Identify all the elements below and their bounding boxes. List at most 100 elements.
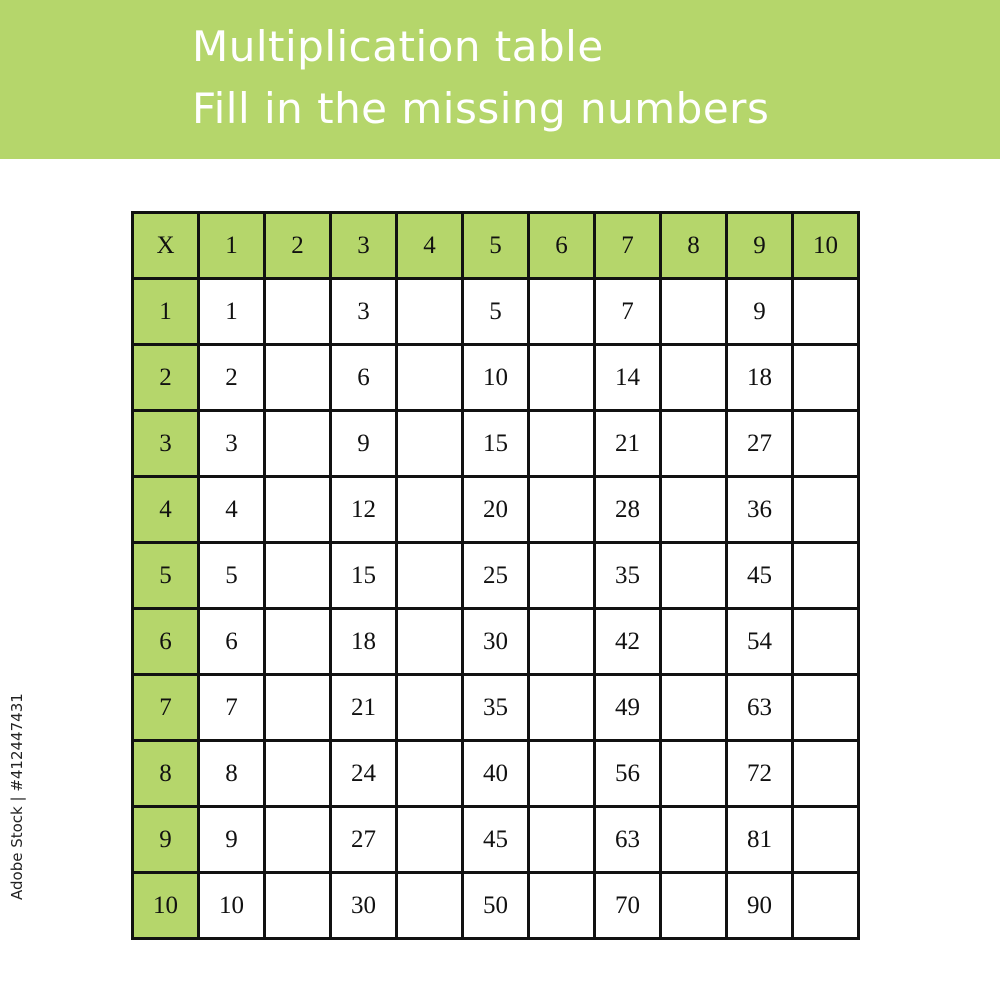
blank-cell[interactable] bbox=[791, 607, 860, 676]
blank-cell[interactable] bbox=[263, 541, 332, 610]
header-band: Multiplication table Fill in the missing… bbox=[0, 0, 1000, 159]
product-cell: 70 bbox=[593, 871, 662, 940]
blank-cell[interactable] bbox=[791, 805, 860, 874]
blank-cell[interactable] bbox=[263, 805, 332, 874]
product-cell: 8 bbox=[197, 739, 266, 808]
product-cell: 12 bbox=[329, 475, 398, 544]
blank-cell[interactable] bbox=[395, 475, 464, 544]
column-header: 7 bbox=[593, 211, 662, 280]
row-header: 4 bbox=[131, 475, 200, 544]
blank-cell[interactable] bbox=[659, 409, 728, 478]
blank-cell[interactable] bbox=[659, 343, 728, 412]
blank-cell[interactable] bbox=[263, 607, 332, 676]
table-row: 4 4 12 20 28 36 bbox=[131, 475, 860, 544]
blank-cell[interactable] bbox=[395, 343, 464, 412]
blank-cell[interactable] bbox=[395, 409, 464, 478]
blank-cell[interactable] bbox=[791, 475, 860, 544]
product-cell: 90 bbox=[725, 871, 794, 940]
blank-cell[interactable] bbox=[395, 739, 464, 808]
product-cell: 20 bbox=[461, 475, 530, 544]
blank-cell[interactable] bbox=[395, 541, 464, 610]
product-cell: 5 bbox=[461, 277, 530, 346]
blank-cell[interactable] bbox=[791, 541, 860, 610]
blank-cell[interactable] bbox=[527, 343, 596, 412]
blank-cell[interactable] bbox=[791, 409, 860, 478]
blank-cell[interactable] bbox=[395, 805, 464, 874]
blank-cell[interactable] bbox=[263, 343, 332, 412]
blank-cell[interactable] bbox=[263, 739, 332, 808]
product-cell: 27 bbox=[329, 805, 398, 874]
column-header: 1 bbox=[197, 211, 266, 280]
product-cell: 4 bbox=[197, 475, 266, 544]
product-cell: 49 bbox=[593, 673, 662, 742]
blank-cell[interactable] bbox=[659, 607, 728, 676]
column-header: 6 bbox=[527, 211, 596, 280]
blank-cell[interactable] bbox=[791, 739, 860, 808]
table-row: 3 3 9 15 21 27 bbox=[131, 409, 860, 478]
blank-cell[interactable] bbox=[527, 541, 596, 610]
product-cell: 56 bbox=[593, 739, 662, 808]
blank-cell[interactable] bbox=[527, 871, 596, 940]
blank-cell[interactable] bbox=[527, 475, 596, 544]
row-header: 1 bbox=[131, 277, 200, 346]
column-header: 3 bbox=[329, 211, 398, 280]
blank-cell[interactable] bbox=[263, 871, 332, 940]
blank-cell[interactable] bbox=[263, 475, 332, 544]
product-cell: 35 bbox=[593, 541, 662, 610]
product-cell: 42 bbox=[593, 607, 662, 676]
product-cell: 54 bbox=[725, 607, 794, 676]
table-row: 2 2 6 10 14 18 bbox=[131, 343, 860, 412]
blank-cell[interactable] bbox=[263, 409, 332, 478]
product-cell: 18 bbox=[329, 607, 398, 676]
table-row: 6 6 18 30 42 54 bbox=[131, 607, 860, 676]
blank-cell[interactable] bbox=[659, 805, 728, 874]
blank-cell[interactable] bbox=[659, 475, 728, 544]
blank-cell[interactable] bbox=[791, 343, 860, 412]
product-cell: 21 bbox=[329, 673, 398, 742]
blank-cell[interactable] bbox=[395, 673, 464, 742]
blank-cell[interactable] bbox=[527, 739, 596, 808]
product-cell: 45 bbox=[725, 541, 794, 610]
blank-cell[interactable] bbox=[527, 409, 596, 478]
column-header: 10 bbox=[791, 211, 860, 280]
product-cell: 15 bbox=[461, 409, 530, 478]
product-cell: 1 bbox=[197, 277, 266, 346]
row-header: 5 bbox=[131, 541, 200, 610]
blank-cell[interactable] bbox=[527, 277, 596, 346]
table-row: 9 9 27 45 63 81 bbox=[131, 805, 860, 874]
blank-cell[interactable] bbox=[527, 805, 596, 874]
blank-cell[interactable] bbox=[659, 739, 728, 808]
product-cell: 9 bbox=[725, 277, 794, 346]
product-cell: 7 bbox=[593, 277, 662, 346]
blank-cell[interactable] bbox=[791, 871, 860, 940]
blank-cell[interactable] bbox=[659, 277, 728, 346]
product-cell: 7 bbox=[197, 673, 266, 742]
product-cell: 3 bbox=[329, 277, 398, 346]
blank-cell[interactable] bbox=[527, 607, 596, 676]
blank-cell[interactable] bbox=[791, 277, 860, 346]
product-cell: 35 bbox=[461, 673, 530, 742]
column-header: 9 bbox=[725, 211, 794, 280]
blank-cell[interactable] bbox=[395, 871, 464, 940]
product-cell: 50 bbox=[461, 871, 530, 940]
blank-cell[interactable] bbox=[659, 541, 728, 610]
row-header: 3 bbox=[131, 409, 200, 478]
product-cell: 10 bbox=[461, 343, 530, 412]
product-cell: 15 bbox=[329, 541, 398, 610]
product-cell: 30 bbox=[329, 871, 398, 940]
blank-cell[interactable] bbox=[395, 607, 464, 676]
blank-cell[interactable] bbox=[791, 673, 860, 742]
column-header: 8 bbox=[659, 211, 728, 280]
blank-cell[interactable] bbox=[263, 277, 332, 346]
blank-cell[interactable] bbox=[527, 673, 596, 742]
blank-cell[interactable] bbox=[659, 871, 728, 940]
blank-cell[interactable] bbox=[263, 673, 332, 742]
product-cell: 14 bbox=[593, 343, 662, 412]
product-cell: 28 bbox=[593, 475, 662, 544]
blank-cell[interactable] bbox=[395, 277, 464, 346]
title-line-2: Fill in the missing numbers bbox=[192, 84, 770, 133]
blank-cell[interactable] bbox=[659, 673, 728, 742]
product-cell: 10 bbox=[197, 871, 266, 940]
product-cell: 36 bbox=[725, 475, 794, 544]
column-header: 5 bbox=[461, 211, 530, 280]
